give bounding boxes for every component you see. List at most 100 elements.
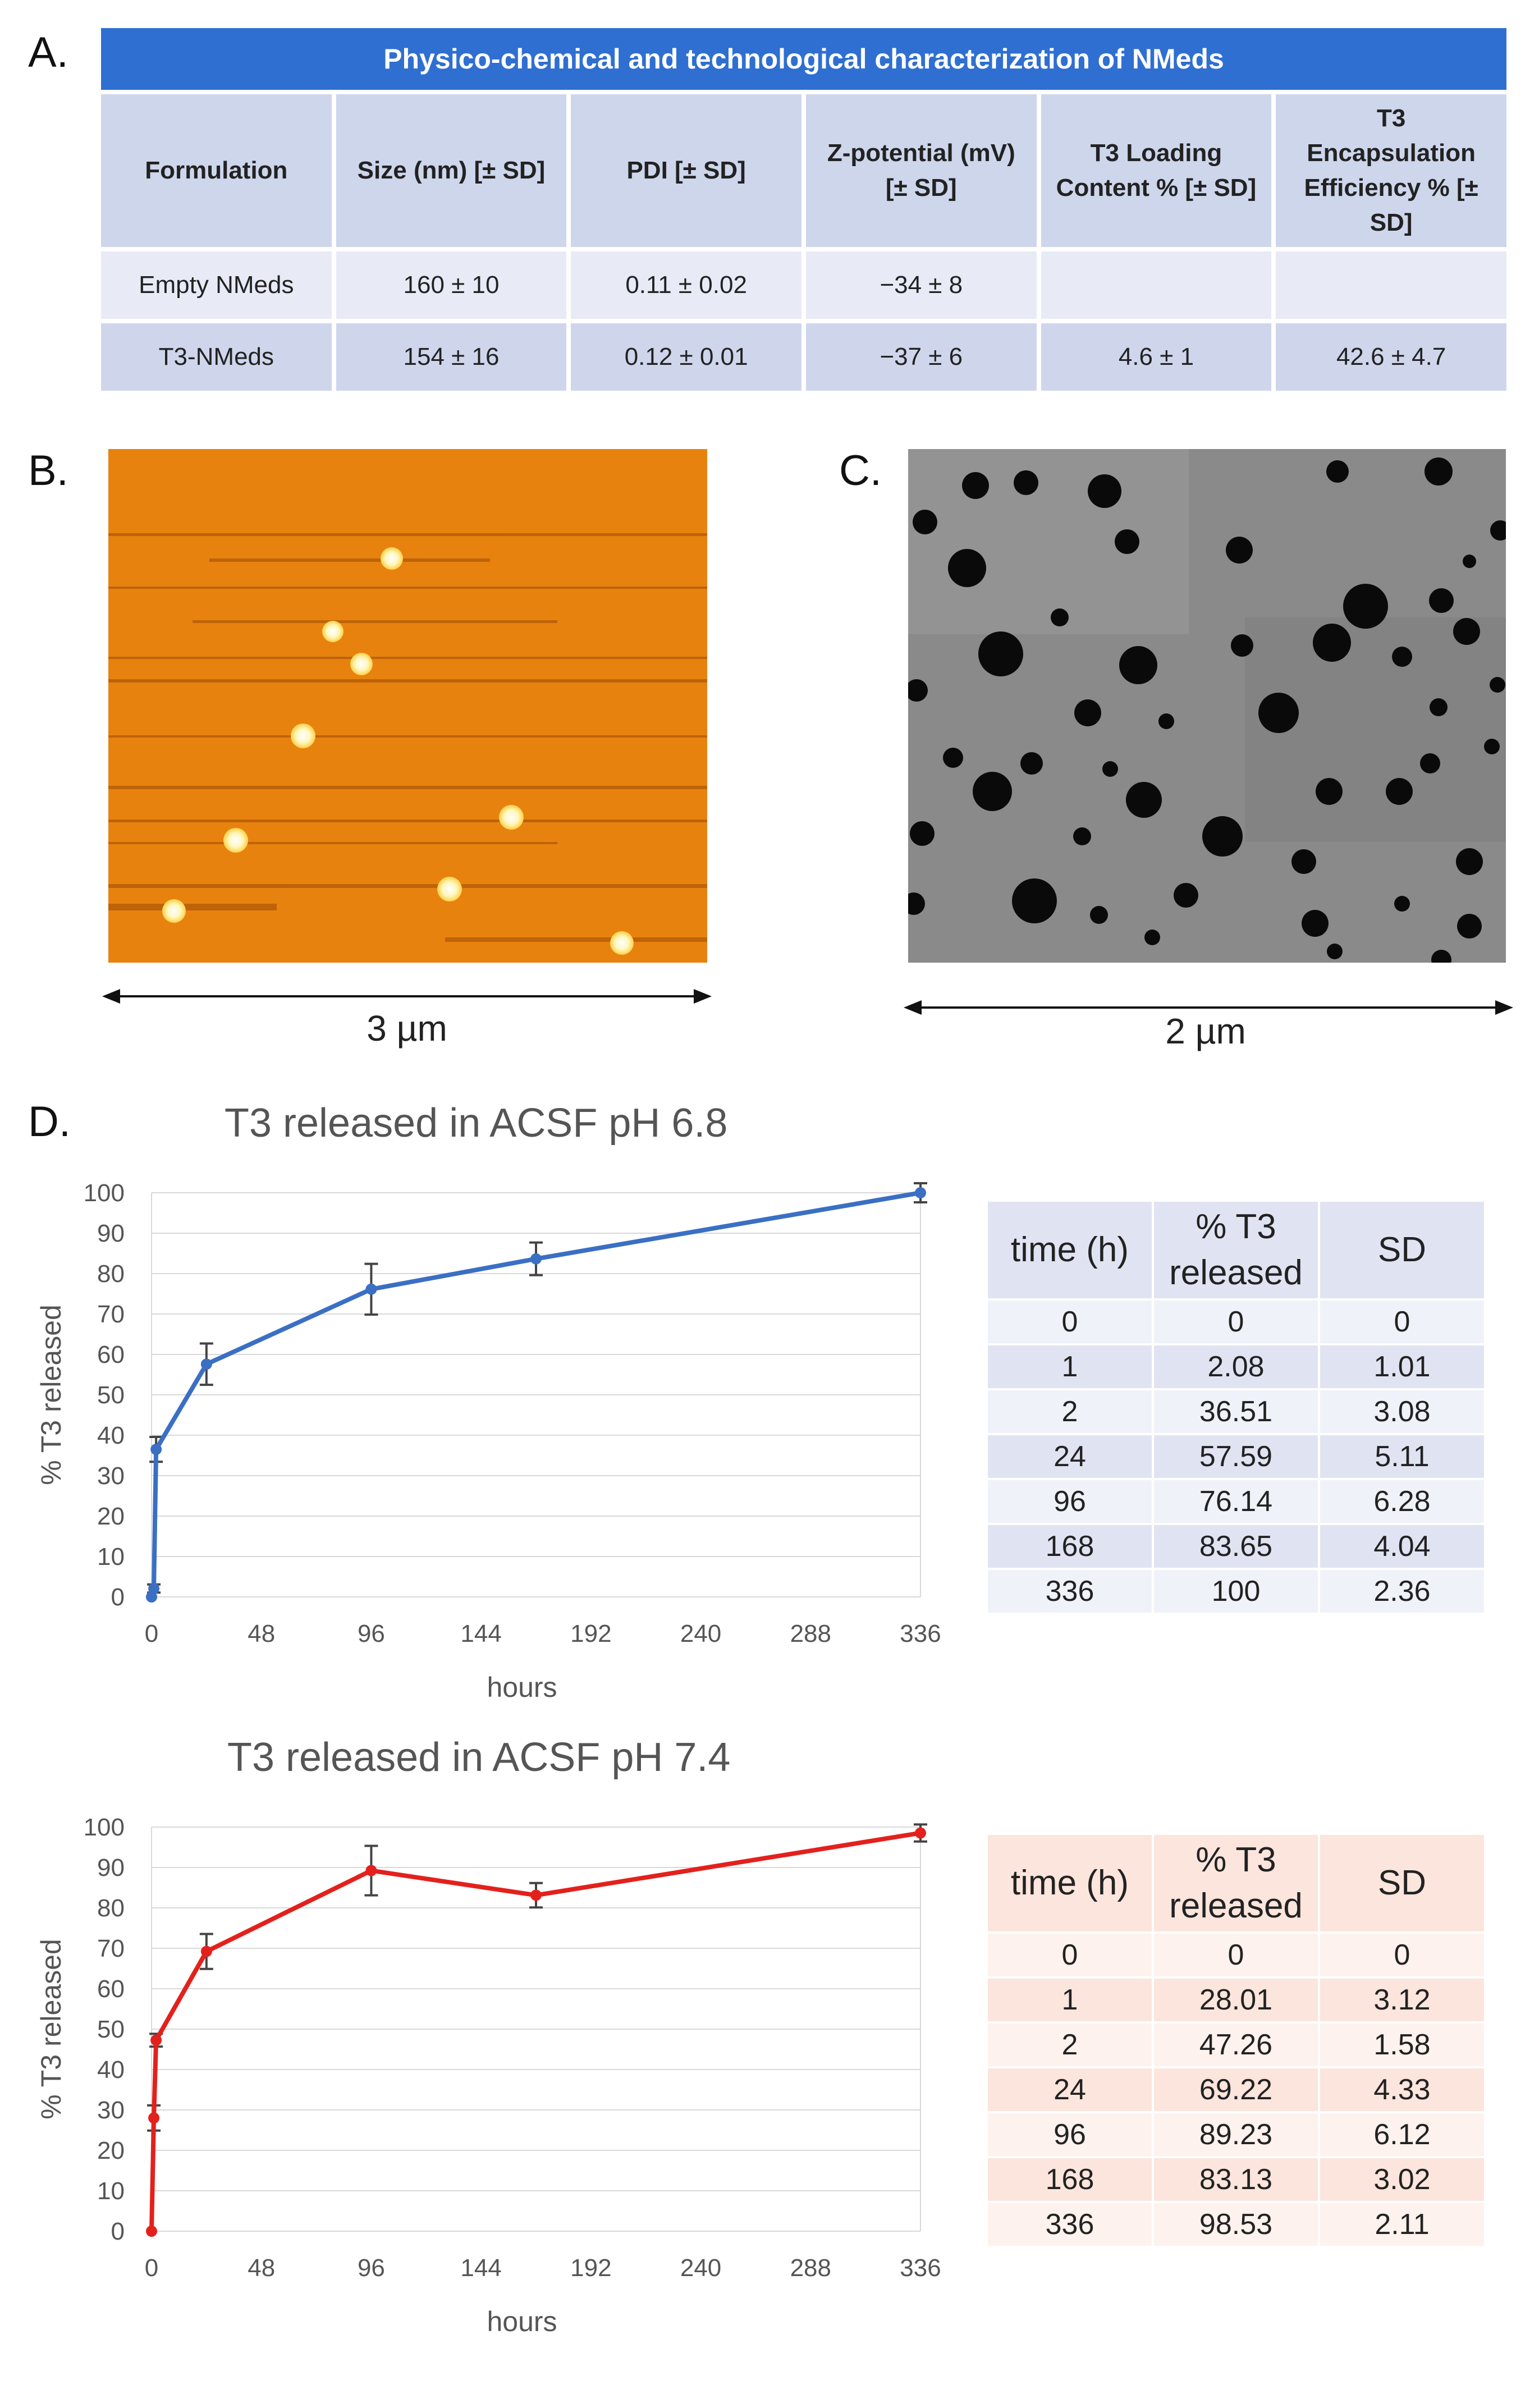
table-cell: 24 [988, 2068, 1152, 2111]
table-cell: 69.22 [1154, 2068, 1318, 2111]
table-row: T3-NMeds 154 ± 16 0.12 ± 0.01 −37 ± 6 4.… [101, 323, 1506, 391]
table-cell: 3.08 [1320, 1390, 1484, 1433]
table-row: 168 83.13 3.02 [988, 2158, 1484, 2201]
data-point [530, 1253, 542, 1265]
y-tick-label: 10 [97, 1543, 125, 1571]
table-row: 24 57.59 5.11 [988, 1435, 1484, 1478]
tem-image [908, 449, 1506, 963]
panel-label-b: B. [28, 447, 68, 495]
x-tick-label: 288 [790, 1620, 831, 1647]
table-cell: 168 [988, 1525, 1152, 1568]
header-formulation: Formulation [101, 94, 332, 247]
x-tick-label: 96 [358, 1620, 385, 1647]
x-tick-label: 0 [145, 1620, 158, 1647]
afm-scale-label: 3 µm [367, 1008, 447, 1049]
x-tick-label: 240 [680, 1620, 721, 1647]
table-cell: 0 [1154, 1934, 1318, 1976]
table-cell [1041, 251, 1272, 319]
y-tick-label: 0 [111, 2218, 125, 2245]
table-cell: 47.26 [1154, 2024, 1318, 2066]
y-tick-label: 30 [97, 1462, 125, 1490]
table-cell: 2.36 [1320, 1570, 1484, 1613]
panel-label-c: C. [839, 447, 882, 495]
data-point [146, 1591, 157, 1603]
table-cell: 0.11 ± 0.02 [571, 251, 801, 319]
table-cell: 336 [988, 1570, 1152, 1613]
x-axis-label: hours [487, 1672, 557, 1703]
x-tick-label: 96 [358, 2254, 385, 2282]
x-tick-label: 48 [248, 2254, 275, 2282]
y-tick-label: 40 [97, 1422, 125, 1449]
header-size: Size (nm) [± SD] [336, 94, 567, 247]
table-row: Empty NMeds 160 ± 10 0.11 ± 0.02 −34 ± 8 [101, 251, 1506, 319]
table-row: 24 69.22 4.33 [988, 2068, 1484, 2111]
y-tick-label: 80 [97, 1894, 125, 1922]
y-axis-label: % T3 released [35, 1304, 67, 1485]
table-cell: 2.11 [1320, 2203, 1484, 2246]
release-chart-ph68: 0 10 20 30 40 50 60 70 80 90 100 0 48 96 144 192 240 288 3… [0, 1156, 977, 1774]
table-cell: 89.23 [1154, 2113, 1318, 2156]
table-cell: 168 [988, 2158, 1152, 2201]
header-zpotential: Z-potential (mV) [± SD] [805, 94, 1037, 247]
table-row: 2 36.51 3.08 [988, 1390, 1484, 1433]
x-tick-label: 288 [790, 2254, 831, 2282]
y-tick-label: 0 [111, 1583, 125, 1611]
x-tick-label: 0 [145, 2254, 158, 2282]
table-row: 1 28.01 3.12 [988, 1979, 1484, 2021]
table-cell: 100 [1154, 1570, 1318, 1613]
table-cell: 0 [1320, 1934, 1484, 1976]
data-point [530, 1889, 542, 1901]
y-tick-label: 20 [97, 1503, 125, 1530]
y-tick-label: 40 [97, 2056, 125, 2084]
table-cell: 5.11 [1320, 1435, 1484, 1478]
data-point [150, 1444, 162, 1455]
table-cell: Empty NMeds [101, 251, 332, 319]
release-table-ph74: time (h) % T3 released SD 0 0 0 1 28.01 3.12 2… [986, 1833, 1486, 2248]
table-cell: 2 [988, 2024, 1152, 2066]
table-cell: 154 ± 16 [336, 323, 567, 391]
table-cell: 42.6 ± 4.7 [1276, 323, 1506, 391]
chart-background [0, 1791, 977, 2408]
data-point [146, 2226, 157, 2237]
afm-image [108, 449, 707, 963]
x-axis-label: hours [487, 2306, 557, 2337]
table-cell: 0 [988, 1934, 1152, 1976]
header-release: % T3 released [1154, 1202, 1318, 1298]
table-cell: 98.53 [1154, 2203, 1318, 2246]
y-tick-label: 20 [97, 2137, 125, 2164]
y-tick-label: 90 [97, 1220, 125, 1247]
table-cell: 336 [988, 2203, 1152, 2246]
header-sd: SD [1320, 1835, 1484, 1931]
table-cell: −34 ± 8 [805, 251, 1037, 319]
table-cell: 3.12 [1320, 1979, 1484, 2021]
data-point [365, 1865, 377, 1876]
y-tick-label: 50 [97, 2016, 125, 2043]
table-row: 168 83.65 4.04 [988, 1525, 1484, 1568]
table-cell: 76.14 [1154, 1480, 1318, 1523]
data-point [915, 1187, 926, 1198]
y-tick-label: 50 [97, 1381, 125, 1409]
x-tick-label: 240 [680, 2254, 721, 2282]
table-cell [1276, 251, 1506, 319]
table-row: 336 100 2.36 [988, 1570, 1484, 1613]
data-point [148, 2112, 160, 2124]
chart-title: T3 released in ACSF pH 6.8 [225, 1101, 728, 1146]
table-cell: 83.13 [1154, 2158, 1318, 2201]
tem-scale-label: 2 µm [1165, 1011, 1246, 1051]
y-tick-label: 30 [97, 2096, 125, 2124]
y-tick-label: 80 [97, 1260, 125, 1288]
table-title: Physico-chemical and technological chara… [101, 28, 1506, 90]
data-point [365, 1283, 377, 1295]
table-cell: 0 [988, 1301, 1152, 1343]
table-cell: 160 ± 10 [336, 251, 567, 319]
y-tick-label: 90 [97, 1854, 125, 1881]
table-cell: 0 [1154, 1301, 1318, 1343]
table-cell: 1 [988, 1345, 1152, 1388]
y-tick-label: 100 [84, 1179, 125, 1207]
header-release: % T3 released [1154, 1835, 1318, 1931]
x-tick-label: 336 [900, 2254, 941, 2282]
table-cell: 1.58 [1320, 2024, 1484, 2066]
table-row: 1 2.08 1.01 [988, 1345, 1484, 1388]
